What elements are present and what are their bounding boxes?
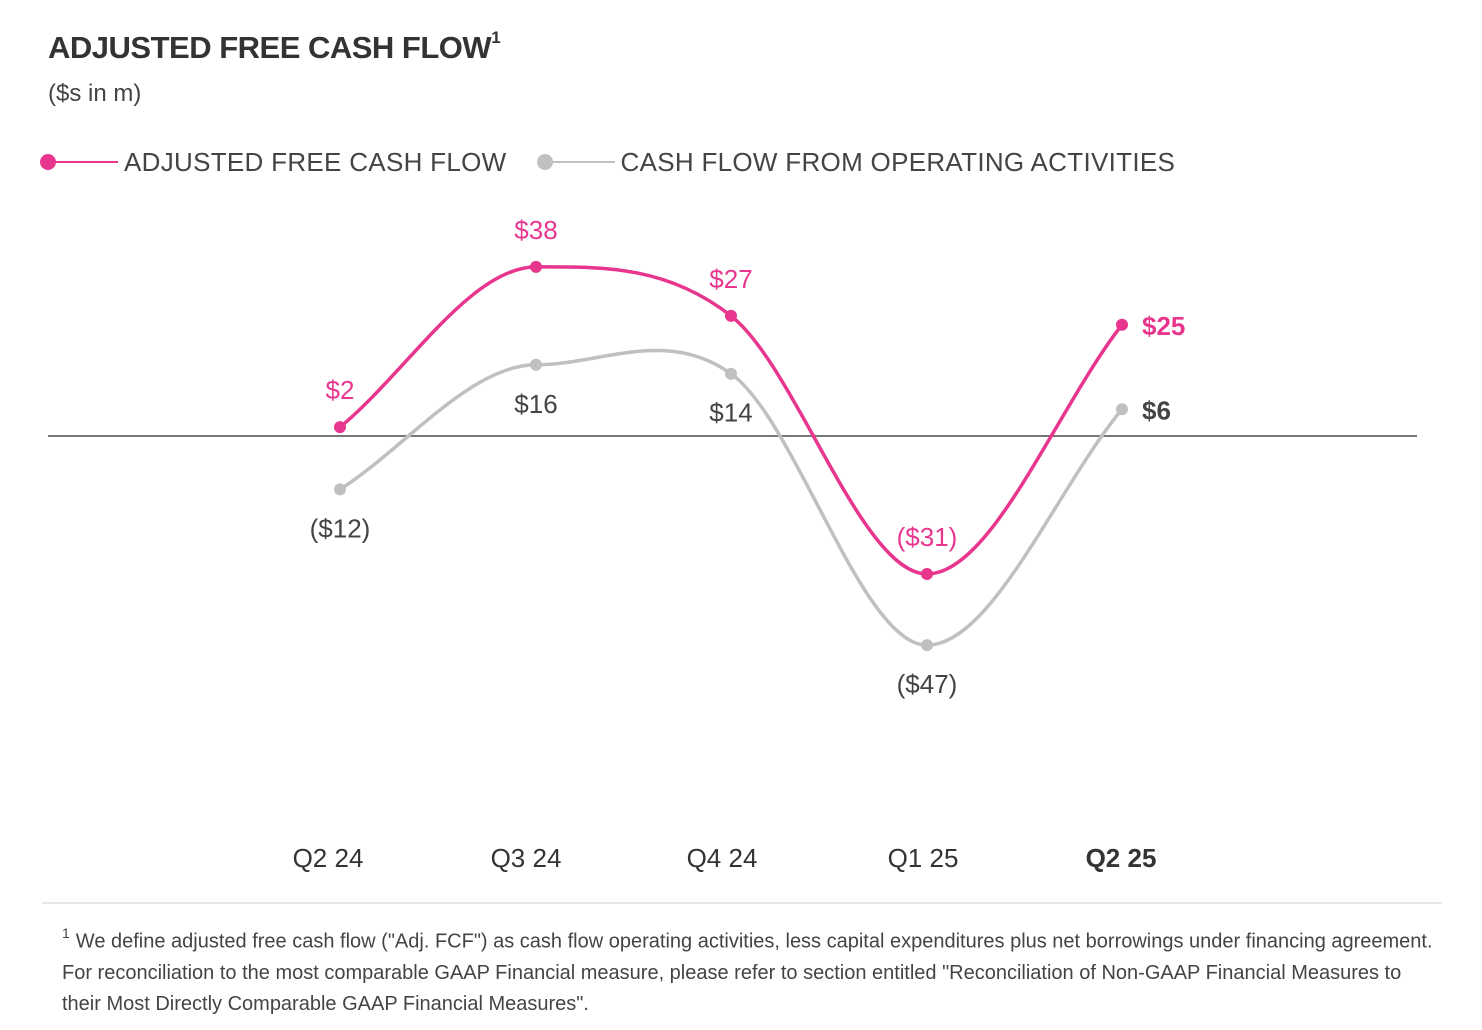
series-line-operating-cf	[338, 348, 1124, 647]
title-footnote-marker: 1	[491, 27, 501, 47]
legend-swatch-adjusted-fcf	[40, 152, 118, 172]
point-adjusted-fcf-q1-25	[921, 567, 933, 580]
x-tick-label-q1-25: Q1 25	[888, 843, 959, 873]
legend-dot-adjusted-fcf	[40, 154, 56, 170]
point-adjusted-fcf-q2-24	[334, 421, 346, 434]
chart-legend: ADJUSTED FREE CASH FLOW CASH FLOW FROM O…	[40, 145, 1205, 179]
point-adjusted-fcf-q4-24	[725, 309, 737, 322]
data-label-adjusted-fcf-q2-24: $2	[326, 375, 355, 405]
chart-title: ADJUSTED FREE CASH FLOW1	[48, 27, 501, 66]
data-label-operating-cf-q2-25: $6	[1142, 395, 1171, 425]
x-tick-label-q2-25: Q2 25	[1086, 843, 1157, 873]
data-label-adjusted-fcf-q1-25: ($31)	[897, 522, 958, 552]
point-operating-cf-q1-25	[921, 639, 933, 652]
footnote: 1 We define adjusted free cash flow ("Adj…	[62, 920, 1442, 1020]
legend-line-adjusted-fcf	[48, 161, 118, 163]
footnote-divider	[42, 902, 1442, 904]
footnote-text: We define adjusted free cash flow ("Adj.…	[62, 930, 1433, 1015]
legend-dot-operating-cf	[536, 154, 553, 170]
chart-title-text: ADJUSTED FREE CASH FLOW	[48, 30, 492, 65]
series-line-adjusted-fcf	[338, 265, 1124, 576]
legend-item-operating-cf: CASH FLOW FROM OPERATING ACTIVITIES	[536, 146, 1176, 178]
x-tick-label-q4-24: Q4 24	[687, 843, 758, 873]
legend-line-operating-cf	[544, 161, 615, 163]
x-tick-label-q2-24: Q2 24	[293, 843, 364, 873]
data-label-operating-cf-q3-24: $16	[514, 389, 557, 419]
line-chart: $2 $38 $27 ($31) $25 ($12) $16 $14 ($47) $6 Q2 24 Q…	[48, 215, 1417, 873]
chart-subtitle: ($s in m)	[48, 80, 142, 107]
point-operating-cf-q3-24	[530, 358, 542, 371]
legend-label-adjusted-fcf: ADJUSTED FREE CASH FLOW	[124, 146, 507, 177]
data-label-operating-cf-q1-25: ($47)	[897, 669, 958, 699]
data-label-adjusted-fcf-q2-25: $25	[1142, 311, 1185, 341]
legend-swatch-operating-cf	[536, 152, 615, 172]
point-operating-cf-q2-25	[1116, 403, 1128, 416]
point-operating-cf-q4-24	[725, 367, 737, 380]
point-adjusted-fcf-q3-24	[530, 260, 542, 273]
data-label-operating-cf-q4-24: $14	[709, 398, 752, 428]
data-label-adjusted-fcf-q3-24: $38	[514, 215, 557, 245]
data-label-adjusted-fcf-q4-24: $27	[709, 264, 752, 294]
footnote-marker: 1	[62, 925, 70, 941]
point-adjusted-fcf-q2-25	[1116, 318, 1128, 331]
point-operating-cf-q2-24	[334, 483, 346, 496]
x-tick-label-q3-24: Q3 24	[491, 843, 562, 873]
legend-label-operating-cf: CASH FLOW FROM OPERATING ACTIVITIES	[620, 146, 1176, 177]
data-label-operating-cf-q2-24: ($12)	[310, 513, 371, 543]
legend-item-adjusted-fcf: ADJUSTED FREE CASH FLOW	[40, 147, 507, 178]
